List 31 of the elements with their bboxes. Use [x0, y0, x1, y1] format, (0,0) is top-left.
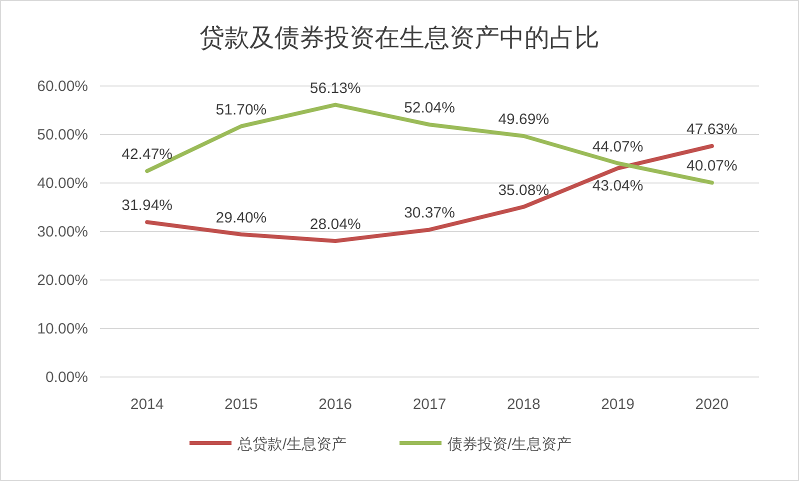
data-label: 51.70% — [216, 101, 267, 118]
data-label: 43.04% — [592, 177, 644, 194]
data-label: 30.37% — [404, 204, 455, 222]
data-label: 47.63% — [686, 120, 738, 138]
y-tick-label: 40.00% — [37, 175, 88, 192]
data-label: 44.07% — [592, 138, 644, 156]
x-tick-label: 2019 — [601, 396, 634, 413]
data-label: 35.08% — [498, 182, 550, 199]
data-label: 52.04% — [404, 100, 455, 117]
data-label: 28.04% — [310, 216, 361, 234]
data-label: 56.13% — [310, 80, 361, 97]
y-tick-label: 60.00% — [37, 78, 88, 95]
y-tick-label: 50.00% — [37, 126, 88, 144]
x-tick-label: 2015 — [224, 396, 258, 413]
x-tick-label: 2017 — [412, 396, 446, 413]
y-tick-label: 30.00% — [37, 224, 88, 240]
data-label: 31.94% — [122, 197, 173, 214]
legend-label: 债券投资/生息资产 — [448, 436, 572, 453]
chart-title: 贷款及债券投资在生息资产中的占比 — [200, 24, 600, 52]
y-tick-label: 10.00% — [37, 320, 88, 338]
x-tick-label: 2014 — [130, 396, 164, 413]
x-tick-label: 2016 — [318, 396, 352, 413]
legend-label: 总贷款/生息资产 — [236, 436, 347, 453]
x-tick-label: 2020 — [695, 396, 729, 413]
data-label: 49.69% — [498, 111, 550, 128]
data-label: 40.07% — [686, 158, 738, 175]
y-tick-label: 0.00% — [45, 369, 88, 386]
data-label: 29.40% — [216, 209, 267, 226]
data-label: 42.47% — [122, 146, 173, 164]
x-tick-label: 2018 — [506, 396, 540, 413]
y-tick-label: 20.00% — [37, 272, 88, 289]
